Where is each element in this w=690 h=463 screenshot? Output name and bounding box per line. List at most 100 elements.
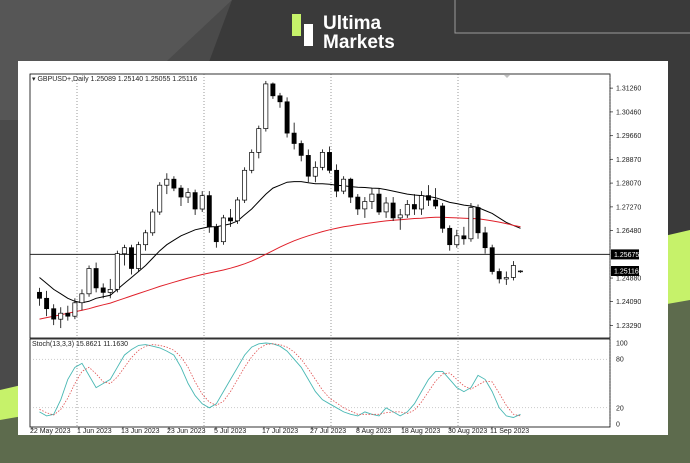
bullish-candle xyxy=(249,152,255,171)
bullish-candle xyxy=(242,169,248,201)
date-label: 5 Jul 2023 xyxy=(214,428,246,435)
vertical-grid xyxy=(76,74,611,427)
bullish-candle xyxy=(341,178,347,192)
bullish-candle xyxy=(185,192,191,198)
bullish-candle xyxy=(256,128,262,153)
bullish-candle xyxy=(107,289,113,293)
bullish-candle xyxy=(86,268,92,295)
bearish-candle xyxy=(489,247,495,272)
bearish-candle xyxy=(426,195,431,201)
candlesticks xyxy=(37,80,523,329)
stoch-signal-line xyxy=(39,343,521,417)
brand-name-line-1: Ultima xyxy=(323,13,382,34)
ultima-logo-icon xyxy=(292,14,313,46)
bearish-candle xyxy=(270,83,276,97)
bullish-candle xyxy=(454,235,460,246)
date-label: 13 Jun 2023 xyxy=(121,428,160,435)
bullish-candle xyxy=(58,312,64,320)
price-label: 1.26480 xyxy=(616,228,641,235)
bullish-candle xyxy=(383,202,389,213)
stoch-level-label: 100 xyxy=(616,341,628,348)
price-chart[interactable]: 1.31260 1.30460 1.29660 1.28870 1.28070 1.272… xyxy=(18,61,668,435)
bearish-candle xyxy=(93,268,99,289)
bearish-candle xyxy=(37,291,42,299)
stoch-level-label: 80 xyxy=(616,357,624,364)
bullish-candle xyxy=(510,265,516,278)
bearish-candle xyxy=(305,155,311,177)
bearish-candle xyxy=(206,195,212,228)
bearish-candle xyxy=(482,232,488,249)
hline-price-tag xyxy=(611,249,639,260)
bullish-candle xyxy=(362,201,368,210)
bullish-candle xyxy=(136,244,141,269)
date-label: 30 Aug 2023 xyxy=(448,428,487,435)
bullish-candle xyxy=(114,253,120,290)
bearish-candle xyxy=(129,247,134,269)
bullish-candle xyxy=(220,217,226,243)
price-label: 1.31260 xyxy=(616,86,641,93)
bearish-candle xyxy=(440,205,446,229)
date-label: 22 May 2023 xyxy=(30,428,71,435)
date-label: 27 Jul 2023 xyxy=(310,428,346,435)
price-axis-labels: 1.31260 1.30460 1.29660 1.28870 1.28070 1.272… xyxy=(610,86,641,330)
bullish-candle xyxy=(468,207,474,240)
bearish-candle xyxy=(348,178,354,198)
stochastic-lines xyxy=(30,342,610,418)
date-axis-labels: 22 May 2023 1 Jun 2023 13 Jun 2023 23 Jun 2… xyxy=(30,427,529,435)
bearish-candle xyxy=(475,207,481,234)
bullish-candle xyxy=(157,184,163,213)
bearish-candle xyxy=(461,235,467,240)
stoch-main-line xyxy=(39,342,521,418)
stoch-level-label: 0 xyxy=(616,422,620,429)
bearish-candle xyxy=(277,95,283,103)
current-price-label: 1.25116 xyxy=(614,269,639,276)
chart-panel: 1.31260 1.30460 1.29660 1.28870 1.28070 1.272… xyxy=(18,61,668,435)
date-label: 23 Jun 2023 xyxy=(167,428,206,435)
bullish-candle xyxy=(235,199,240,222)
bullish-candle xyxy=(79,293,85,304)
price-label: 1.28870 xyxy=(616,157,641,164)
shift-marker-icon[interactable] xyxy=(504,75,510,78)
price-label: 1.28070 xyxy=(616,181,641,188)
bearish-candle xyxy=(496,271,502,280)
bearish-candle xyxy=(65,312,71,317)
price-label: 1.24090 xyxy=(616,299,641,306)
bearish-candle xyxy=(171,178,177,189)
bullish-candle xyxy=(199,195,205,210)
current-price-tag xyxy=(611,266,639,276)
price-label: 1.27270 xyxy=(616,204,641,211)
bearish-candle xyxy=(178,187,184,198)
date-label: 1 Jun 2023 xyxy=(77,428,112,435)
bearish-candle xyxy=(44,297,50,310)
date-label: 17 Jul 2023 xyxy=(262,428,298,435)
bearish-candle xyxy=(298,143,304,156)
bearish-candle xyxy=(51,308,57,320)
bearish-candle xyxy=(433,199,439,207)
bullish-candle xyxy=(517,270,523,273)
bearish-candle xyxy=(390,202,396,219)
bearish-candle xyxy=(376,193,382,213)
price-label: 1.24880 xyxy=(616,276,641,283)
bearish-candle xyxy=(213,226,219,243)
bullish-candle xyxy=(263,83,269,129)
chart-header: ▾ GBPUSD+,Daily 1.25089 1.25140 1.25055 … xyxy=(32,76,197,83)
date-label: 11 Sep 2023 xyxy=(490,428,529,435)
bearish-candle xyxy=(291,132,297,144)
bullish-candle xyxy=(319,152,325,168)
stoch-level-label: 20 xyxy=(616,405,624,412)
date-label: 8 Aug 2023 xyxy=(356,428,392,435)
bearish-candle xyxy=(355,196,361,210)
bullish-candle xyxy=(72,302,78,317)
stoch-level-labels: 100 80 20 0 xyxy=(616,341,628,429)
brand-name-line-2: Markets xyxy=(323,32,395,53)
bullish-candle xyxy=(369,193,375,202)
bearish-candle xyxy=(228,217,233,222)
date-label: 18 Aug 2023 xyxy=(401,428,440,435)
bearish-candle xyxy=(100,287,106,293)
bearish-candle xyxy=(327,152,332,171)
bullish-candle xyxy=(418,195,424,210)
bullish-candle xyxy=(121,247,127,255)
bearish-candle xyxy=(411,204,417,210)
price-label: 1.30460 xyxy=(616,109,641,116)
bearish-candle xyxy=(284,101,290,134)
